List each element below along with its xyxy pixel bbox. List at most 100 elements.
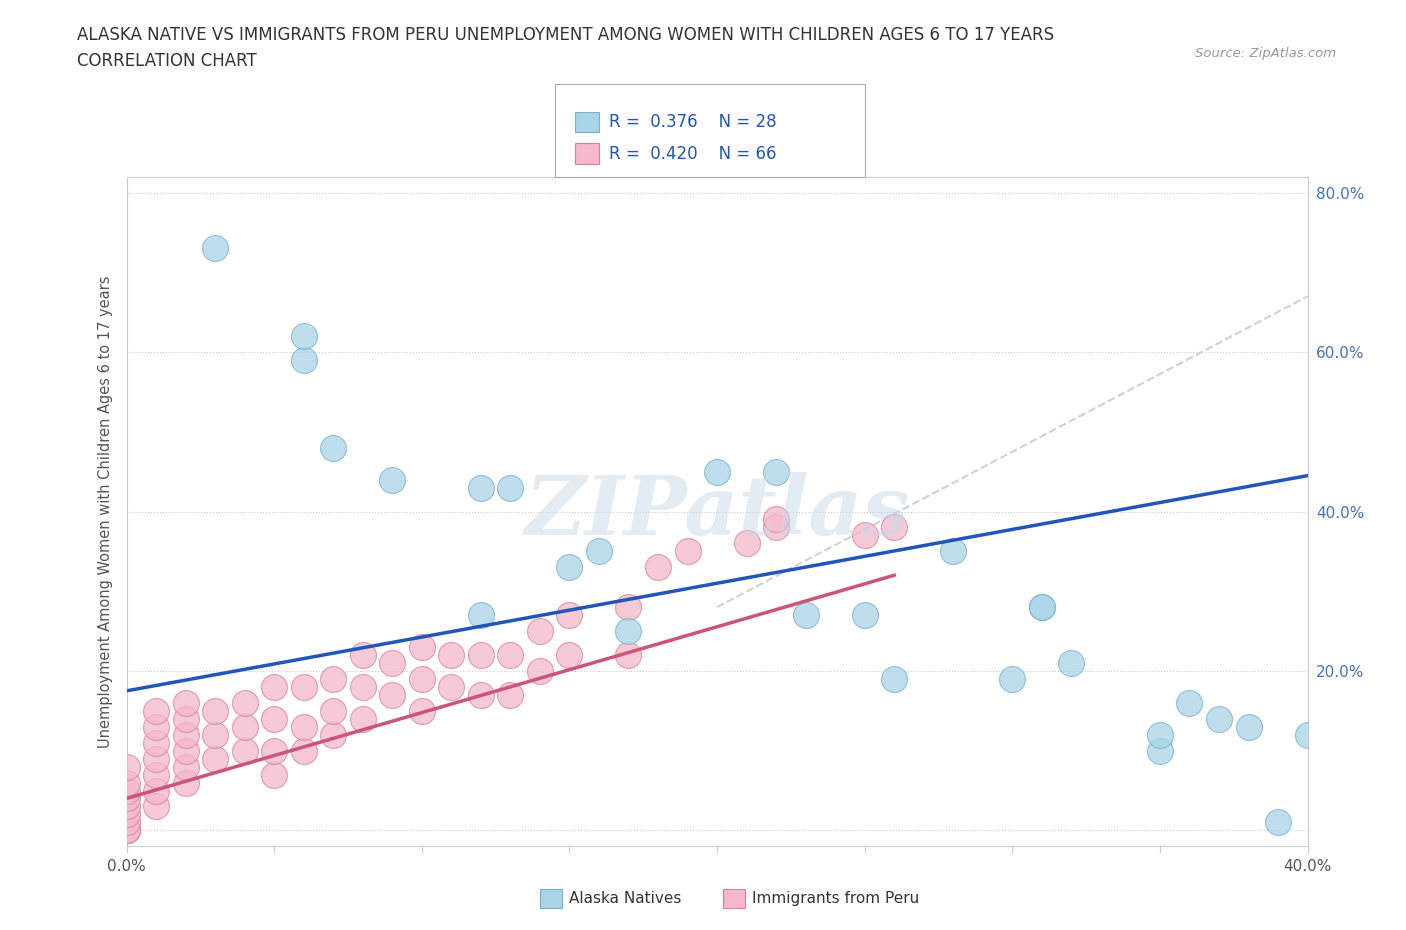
Point <box>470 687 492 702</box>
Point <box>115 823 138 838</box>
Point <box>233 743 256 758</box>
Text: R =  0.376    N = 28: R = 0.376 N = 28 <box>609 113 776 131</box>
Point <box>145 703 167 718</box>
Point <box>381 687 404 702</box>
Point <box>558 560 581 575</box>
Point <box>145 736 167 751</box>
Point <box>765 512 787 527</box>
Point <box>115 783 138 798</box>
Point <box>292 719 315 734</box>
Point <box>115 775 138 790</box>
Point <box>647 560 669 575</box>
Point <box>1208 711 1230 726</box>
Text: ALASKA NATIVE VS IMMIGRANTS FROM PERU UNEMPLOYMENT AMONG WOMEN WITH CHILDREN AGE: ALASKA NATIVE VS IMMIGRANTS FROM PERU UN… <box>77 26 1054 44</box>
Point <box>322 440 344 455</box>
Point <box>115 807 138 822</box>
Point <box>115 823 138 838</box>
Point <box>115 823 138 838</box>
Point <box>263 767 285 782</box>
Point <box>115 791 138 806</box>
Point <box>588 544 610 559</box>
Point <box>470 647 492 662</box>
Point <box>292 743 315 758</box>
Point <box>440 680 463 695</box>
Point <box>381 472 404 487</box>
Point <box>145 767 167 782</box>
Point <box>883 671 905 686</box>
Point <box>617 647 640 662</box>
Point <box>558 607 581 622</box>
Point <box>204 751 226 766</box>
Point <box>735 536 758 551</box>
Point <box>204 703 226 718</box>
Point <box>411 640 433 655</box>
Point <box>322 671 344 686</box>
Point <box>499 480 522 495</box>
Point <box>1001 671 1024 686</box>
Point <box>883 520 905 535</box>
Text: CORRELATION CHART: CORRELATION CHART <box>77 52 257 70</box>
Point <box>292 352 315 367</box>
Point <box>706 464 728 479</box>
Point <box>617 624 640 639</box>
Point <box>263 743 285 758</box>
Point <box>1178 696 1201 711</box>
Point <box>1267 815 1289 830</box>
Point <box>263 711 285 726</box>
Point <box>1031 600 1053 615</box>
Point <box>381 656 404 671</box>
Point <box>676 544 699 559</box>
Point <box>529 624 551 639</box>
Point <box>233 696 256 711</box>
Point <box>204 241 226 256</box>
Point <box>470 607 492 622</box>
Point <box>204 727 226 742</box>
Text: ZIPatlas: ZIPatlas <box>524 472 910 551</box>
Point <box>292 328 315 343</box>
Text: R =  0.420    N = 66: R = 0.420 N = 66 <box>609 145 776 163</box>
Point <box>470 480 492 495</box>
Text: Source: ZipAtlas.com: Source: ZipAtlas.com <box>1195 46 1336 60</box>
Point <box>1149 727 1171 742</box>
Point <box>145 751 167 766</box>
Point <box>115 799 138 814</box>
Point <box>174 696 197 711</box>
Point <box>1296 727 1319 742</box>
Point <box>115 759 138 774</box>
Point <box>174 711 197 726</box>
Point <box>411 671 433 686</box>
Point <box>411 703 433 718</box>
Point <box>322 703 344 718</box>
Point <box>322 727 344 742</box>
Point <box>558 647 581 662</box>
Point <box>174 743 197 758</box>
Y-axis label: Unemployment Among Women with Children Ages 6 to 17 years: Unemployment Among Women with Children A… <box>98 275 114 748</box>
Point <box>1031 600 1053 615</box>
Point <box>1149 743 1171 758</box>
Point <box>292 680 315 695</box>
Point <box>765 520 787 535</box>
Point <box>499 647 522 662</box>
Point <box>145 719 167 734</box>
Point <box>352 680 374 695</box>
Point <box>1060 656 1083 671</box>
Point <box>174 727 197 742</box>
Point <box>145 799 167 814</box>
Text: Alaska Natives: Alaska Natives <box>569 891 682 906</box>
Point <box>853 528 876 543</box>
Point <box>352 711 374 726</box>
Point <box>765 464 787 479</box>
Point <box>233 719 256 734</box>
Point <box>529 663 551 678</box>
Point <box>499 687 522 702</box>
Point <box>115 815 138 830</box>
Point <box>853 607 876 622</box>
Point <box>352 647 374 662</box>
Point <box>145 783 167 798</box>
Point <box>263 680 285 695</box>
Point <box>617 600 640 615</box>
Point <box>440 647 463 662</box>
Point <box>1237 719 1260 734</box>
Point <box>174 775 197 790</box>
Point <box>174 759 197 774</box>
